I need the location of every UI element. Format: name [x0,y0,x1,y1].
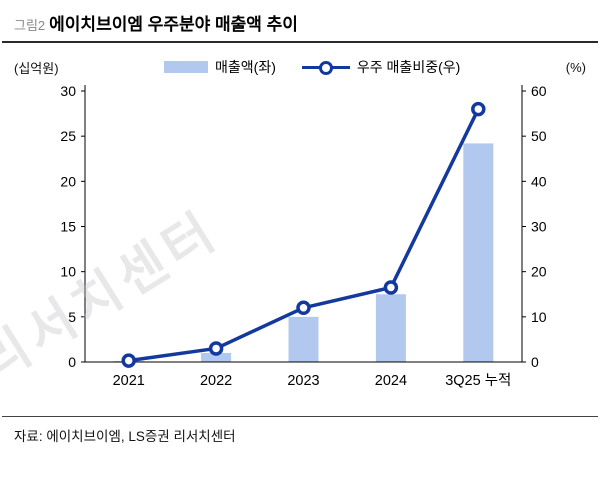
right-tick-label: 50 [531,128,547,144]
line-marker-2023 [296,300,311,316]
left-tick-label: 20 [60,173,76,189]
bar-3Q25 누적 [463,143,494,362]
chart-area: 0 5 10 15 20 25 30 0 10 20 30 40 50 60 2021 2022 2023 202… [0,77,600,412]
right-tick-label: 20 [531,264,547,280]
line-marker-2024 [383,280,399,295]
line-legend-swatch [301,60,350,75]
left-tick-label: 25 [60,128,76,144]
chart-legend: 매출액(좌) 우주 매출비중(우) [164,57,460,77]
legend-item-revenue: 매출액(좌) [164,57,276,77]
x-label-3Q25 누적: 3Q25 누적 [445,372,511,389]
axis-legend-row: (십억원) 매출액(좌) 우주 매출비중(우) (%) [0,43,600,77]
left-tick-label: 5 [68,309,76,325]
x-label-2022: 2022 [200,373,232,389]
bar-2023 [288,316,319,362]
line-marker-2021 [121,353,136,368]
right-axis-unit: (%) [565,59,586,75]
line-marker-2022 [208,341,224,356]
x-label-2021: 2021 [113,373,145,389]
bar-2022 [201,352,232,362]
left-tick-label: 0 [68,354,76,370]
chart-title: 에이치브이엠 우주분야 매출액 추이 [49,15,298,34]
bar-legend-label: 매출액(좌) [215,59,276,75]
source-text: 자료: 에이치브이엠, LS증권 리서치센터 [2,416,598,453]
left-tick-label: 15 [60,219,76,235]
line-legend-label: 우주 매출비중(우) [356,59,461,75]
right-tick-label: 10 [531,309,547,325]
chart-svg: 0 5 10 15 20 25 30 0 10 20 30 40 50 60 2021 2022 2023 202… [60,83,547,389]
x-label-2024: 2024 [375,373,407,389]
legend-item-share: 우주 매출비중(우) [301,57,461,77]
bar-legend-swatch [164,61,209,73]
right-tick-label: 40 [531,173,547,189]
left-axis-unit: (십억원) [14,60,59,76]
x-label-2023: 2023 [287,373,319,389]
line-marker-3Q25 누적 [471,101,486,117]
left-tick-label: 10 [60,264,76,280]
right-tick-label: 30 [531,219,547,235]
right-tick-label: 60 [531,83,547,99]
figure-header: 그림2 에이치브이엠 우주분야 매출액 추이 [2,0,598,43]
bar-2024 [375,294,406,362]
left-tick-label: 30 [60,83,76,99]
figure-label: 그림2 [14,18,46,33]
right-tick-label: 0 [531,354,539,370]
